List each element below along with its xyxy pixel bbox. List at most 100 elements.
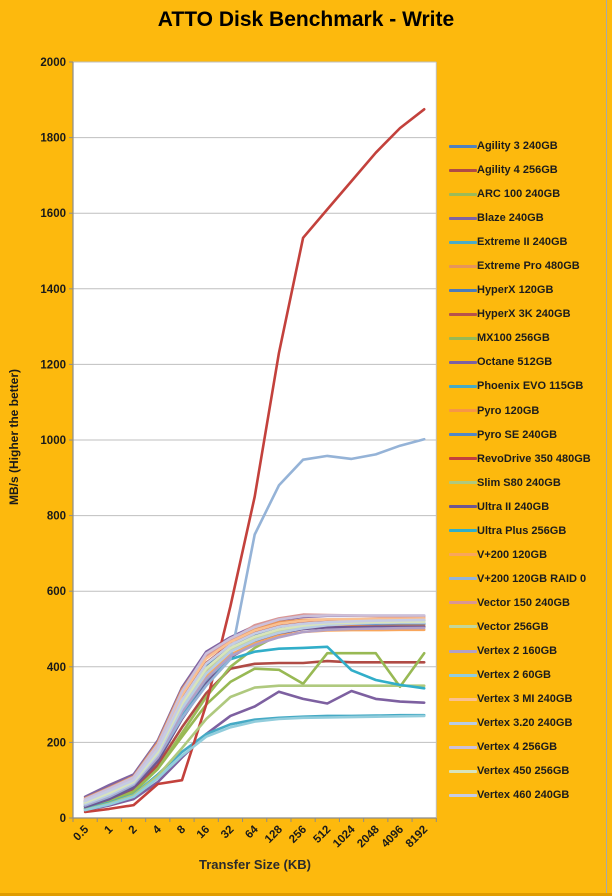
x-tick-label: 32: [219, 824, 237, 842]
x-tick-label: 64: [243, 823, 261, 841]
legend-item: Vertex 460 240GB: [449, 783, 607, 807]
legend-label: ARC 100 240GB: [477, 188, 561, 201]
legend-label: Agility 4 256GB: [477, 164, 558, 177]
y-tick-label: 1400: [40, 284, 66, 296]
legend-label: Blaze 240GB: [477, 212, 544, 225]
x-tick-label: 8: [175, 823, 188, 836]
legend-item: Phoenix EVO 115GB: [449, 374, 607, 398]
legend-item: V+200 120GB RAID 0: [449, 567, 607, 591]
legend-item: Vertex 2 60GB: [449, 663, 607, 687]
legend-label: Extreme II 240GB: [477, 236, 568, 249]
legend-line-swatch: [449, 312, 477, 316]
legend-label: Vector 150 240GB: [477, 596, 570, 609]
x-tick-label: 8192: [404, 824, 431, 851]
legend-label: Vertex 2 60GB: [477, 669, 551, 682]
legend-item: Ultra II 240GB: [449, 495, 607, 519]
y-tick-label: 2000: [40, 57, 66, 69]
y-tick-label: 1000: [40, 435, 66, 447]
legend-item: HyperX 120GB: [449, 278, 607, 302]
legend-item: RevoDrive 350 480GB: [449, 447, 607, 471]
legend-label: Vertex 460 240GB: [477, 789, 570, 802]
y-tick-label: 800: [47, 511, 66, 523]
legend-item: Agility 3 240GB: [449, 134, 607, 158]
legend-label: HyperX 120GB: [477, 284, 554, 297]
legend-item: Vertex 3.20 240GB: [449, 711, 607, 735]
legend-line-swatch: [449, 505, 477, 509]
series-line-agility-4-256gb: [83, 659, 426, 809]
legend-line-swatch: [449, 625, 477, 629]
legend-label: V+200 120GB RAID 0: [477, 572, 587, 585]
chart-right-border: [606, 0, 607, 896]
legend-item: Pyro SE 240GB: [449, 423, 607, 447]
legend-label: Vector 256GB: [477, 620, 549, 633]
legend-item: Vector 150 240GB: [449, 591, 607, 615]
series-line-octane-512gb: [83, 689, 426, 812]
legend-line-swatch: [449, 409, 477, 413]
legend-label: Vertex 3.20 240GB: [477, 717, 573, 730]
x-tick-label: 1024: [331, 823, 358, 850]
legend-item: Blaze 240GB: [449, 206, 607, 230]
y-tick-label: 1800: [40, 133, 66, 145]
legend-item: Vector 256GB: [449, 615, 607, 639]
legend-line-swatch: [449, 769, 477, 773]
x-tick-label: 256: [287, 824, 309, 846]
x-tick-label: 2048: [355, 823, 382, 850]
legend-item: Vertex 3 MI 240GB: [449, 687, 607, 711]
x-tick-label: 2: [127, 824, 140, 837]
legend-line-swatch: [449, 673, 477, 677]
legend-label: HyperX 3K 240GB: [477, 308, 571, 321]
legend-label: Vertex 2 160GB: [477, 645, 558, 657]
x-tick-label: 128: [263, 823, 285, 845]
chart-bottom-border: [0, 893, 612, 896]
legend-label: Ultra II 240GB: [477, 500, 550, 513]
legend-line-swatch: [449, 649, 477, 653]
legend-item: Vertex 2 160GB: [449, 639, 607, 663]
legend-line-swatch: [449, 144, 477, 148]
legend-line-swatch: [449, 745, 477, 749]
legend-line-swatch: [449, 481, 477, 485]
y-tick-label: 400: [47, 662, 66, 674]
legend-line-swatch: [449, 216, 477, 220]
y-tick-label: 1600: [40, 208, 66, 220]
legend-line-swatch: [449, 168, 477, 172]
series-line-slim-s80-240gb: [83, 684, 426, 812]
x-tick-label: 512: [311, 824, 333, 846]
legend-label: Vertex 450 256GB: [477, 765, 570, 778]
legend-line-swatch: [449, 793, 477, 797]
legend-label: Ultra Plus 256GB: [477, 524, 567, 537]
y-tick-label: 0: [60, 813, 66, 825]
x-tick-label: 0.5: [71, 823, 91, 843]
legend-item: ARC 100 240GB: [449, 182, 607, 206]
legend: Agility 3 240GB Agility 4 256GB ARC 100 24…: [449, 134, 607, 807]
legend-line-swatch: [449, 288, 477, 292]
legend-line-swatch: [449, 192, 477, 196]
legend-item: Slim S80 240GB: [449, 471, 607, 495]
legend-label: RevoDrive 350 480GB: [477, 452, 591, 465]
series-line-vertex-4-256gb: [83, 614, 426, 801]
y-tick-label: 1200: [40, 359, 66, 371]
legend-item: Agility 4 256GB: [449, 158, 607, 182]
legend-item: MX100 256GB: [449, 326, 607, 350]
x-tick-label: 16: [195, 824, 213, 842]
y-tick-label: 600: [47, 586, 66, 598]
legend-label: Vertex 3 MI 240GB: [477, 693, 573, 706]
legend-line-swatch: [449, 336, 477, 340]
legend-line-swatch: [449, 457, 477, 461]
legend-line-swatch: [449, 360, 477, 364]
legend-line-swatch: [449, 553, 477, 557]
legend-item: Ultra Plus 256GB: [449, 519, 607, 543]
legend-line-swatch: [449, 601, 477, 605]
x-tick-label: 4096: [380, 824, 407, 851]
legend-item: Vertex 450 256GB: [449, 759, 607, 783]
legend-label: Phoenix EVO 115GB: [477, 380, 584, 393]
legend-line-swatch: [449, 577, 477, 581]
legend-line-swatch: [449, 264, 477, 268]
series-line-mx100-256gb: [83, 651, 426, 810]
legend-line-swatch: [449, 721, 477, 725]
legend-label: Extreme Pro 480GB: [477, 260, 580, 273]
legend-line-swatch: [449, 384, 477, 388]
x-tick-label: 1: [102, 823, 115, 836]
legend-line-swatch: [449, 529, 477, 533]
series-line-vertex-2-60gb: [83, 714, 426, 812]
